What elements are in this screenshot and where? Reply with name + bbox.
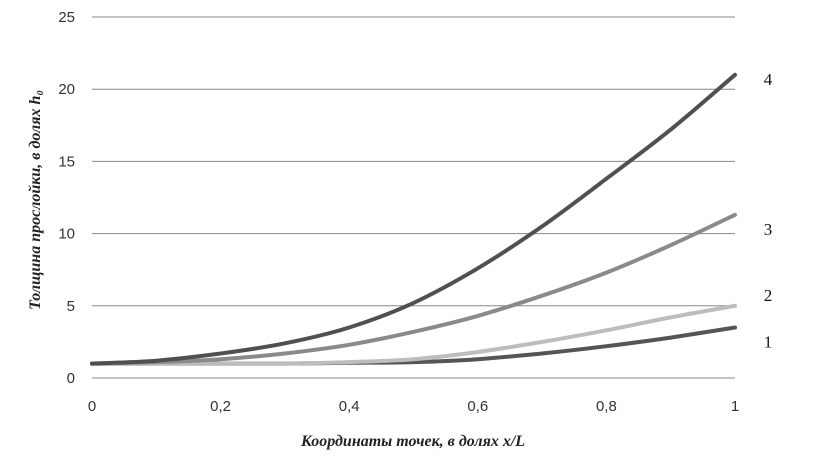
y-axis-title: Толщина прослойки, в долях h₀	[27, 90, 44, 310]
y-tick-label: 0	[67, 370, 75, 387]
series-labels: 1 2 3 4	[764, 70, 773, 352]
series-line-2	[90, 303, 737, 366]
series-line-4	[90, 72, 737, 366]
series-label-3: 3	[764, 220, 773, 239]
x-tick-label: 0,2	[210, 398, 231, 415]
series-label-1: 1	[764, 332, 773, 351]
y-tick-label: 5	[67, 298, 75, 315]
y-tick-label: 20	[58, 81, 75, 98]
y-tick-label: 15	[58, 153, 75, 170]
x-tick-label: 0,6	[467, 398, 488, 415]
x-tick-label: 0	[88, 398, 96, 415]
series-line-3	[90, 212, 737, 366]
series-label-4: 4	[764, 70, 773, 89]
x-axis-title: Координаты точек, в долях x/L	[300, 433, 525, 450]
series-label-2: 2	[764, 286, 773, 305]
grid-lines	[92, 16, 735, 379]
y-tick-label: 25	[58, 9, 75, 26]
x-tick-label: 0,4	[339, 398, 360, 415]
x-tick-label: 1	[731, 398, 739, 415]
x-axis-ticks: 0 0,2 0,4 0,6 0,8 1	[88, 398, 739, 415]
x-tick-label: 0,8	[596, 398, 617, 415]
y-axis-ticks: 0 5 10 15 20 25	[58, 9, 75, 387]
y-tick-label: 10	[58, 226, 75, 243]
series-curves	[90, 72, 737, 366]
